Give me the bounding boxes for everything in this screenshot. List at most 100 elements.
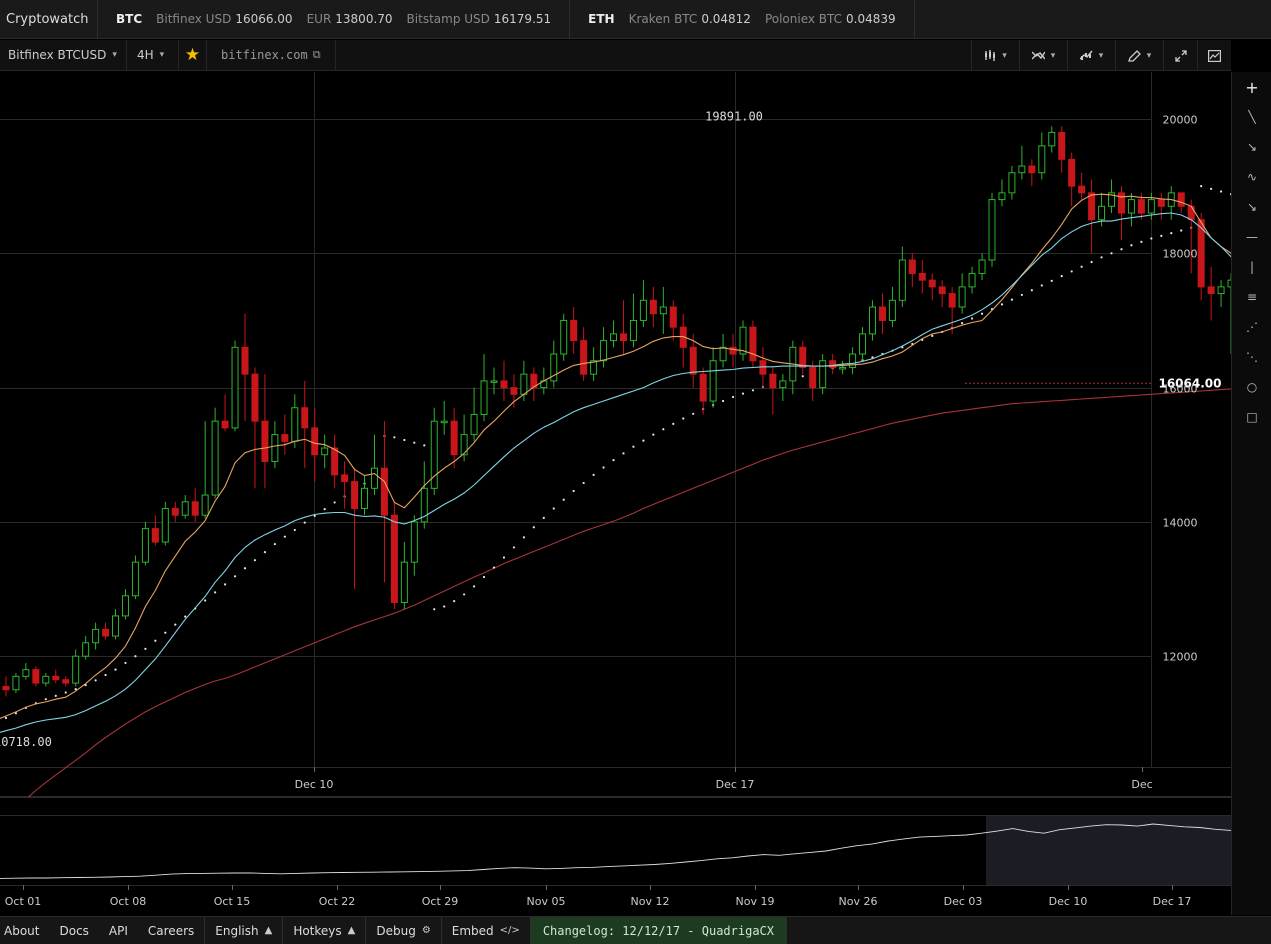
candle-down	[530, 373, 538, 389]
candle-down	[1137, 199, 1145, 214]
range-navigator[interactable]: Oct 01 Oct 08 Oct 15 Oct 22 Oct 29 Nov 05 Nov …	[0, 797, 1231, 915]
chart-type-button[interactable]: ▾	[971, 40, 1019, 71]
price-chart[interactable]: 19891.00 10718.00 16064.00 12000 14000 160…	[0, 72, 1231, 797]
candle-up	[659, 306, 667, 315]
ticker-group-eth[interactable]: ETH Kraken BTC 0.04812 Poloniex BTC 0.0483…	[570, 0, 915, 39]
sar-dot	[1229, 193, 1231, 196]
ticker-market[interactable]: EUR 13800.70	[307, 12, 393, 26]
ray-icon[interactable]: ↘	[1246, 140, 1258, 154]
candle-down	[799, 346, 807, 368]
ticker-market[interactable]: Kraken BTC 0.04812	[629, 12, 751, 26]
y-tick-label: 14000	[1163, 517, 1198, 530]
ticker-market[interactable]: Bitstamp USD 16179.51	[407, 12, 552, 26]
embed-label: Embed	[451, 923, 494, 938]
candle-up	[361, 487, 369, 509]
sar-dot	[751, 389, 755, 392]
arrow-icon[interactable]: ↘	[1246, 200, 1258, 214]
favorite-star-icon[interactable]: ★	[179, 39, 207, 71]
embed-button[interactable]: Embed </>	[440, 916, 530, 944]
sar-dot	[931, 334, 934, 337]
candle-down	[102, 628, 110, 637]
candle-down	[311, 427, 319, 456]
ticker-group-btc[interactable]: BTC Bitfinex USD 16066.00 EUR 13800.70 Bit…	[98, 0, 571, 39]
period-selector[interactable]: 4H ▾	[127, 39, 179, 71]
market-selector[interactable]: Bitfinex BTCUSD ▾	[0, 39, 127, 71]
sar-dot	[970, 317, 974, 320]
about-link[interactable]: About	[4, 923, 40, 938]
api-link[interactable]: API	[108, 923, 128, 938]
gann-fan-icon[interactable]: ⋱	[1246, 350, 1258, 364]
sar-dot	[114, 668, 117, 671]
navigator-price-line	[0, 823, 1231, 879]
sar-dot	[1080, 265, 1083, 268]
debug-label: Debug	[376, 923, 416, 938]
horizontal-line-icon[interactable]: —	[1246, 230, 1258, 244]
candle-up	[420, 487, 428, 523]
sar-dot	[64, 691, 67, 694]
parallel-lines-icon[interactable]: ≡	[1246, 290, 1258, 304]
navigator-tick-label: Nov 19	[736, 895, 775, 908]
sar-dot	[1160, 234, 1163, 237]
candle-down	[2, 685, 10, 691]
indicators-button[interactable]: ▾	[1019, 40, 1067, 71]
sar-dot	[622, 452, 625, 455]
candle-down	[510, 387, 518, 395]
ticker-market[interactable]: Bitfinex USD 16066.00	[156, 12, 292, 26]
debug-button[interactable]: Debug ⚙	[365, 916, 440, 944]
sar-dot	[1170, 232, 1173, 235]
sma-long-line	[27, 388, 1231, 797]
candle-down	[649, 299, 657, 315]
sar-dot	[682, 417, 685, 420]
sar-dot	[253, 559, 257, 562]
navigator-tick-label: Oct 01	[5, 895, 42, 908]
candle-down	[769, 373, 777, 389]
app-logo[interactable]: Cryptowatch	[0, 0, 98, 39]
chevron-down-icon: ▾	[1050, 50, 1056, 61]
overlays-button[interactable]: ▾	[1067, 40, 1115, 71]
hotkeys-button[interactable]: Hotkeys ▲	[282, 916, 365, 944]
fullscreen-button[interactable]	[1163, 40, 1197, 71]
sar-dot	[1090, 260, 1093, 264]
curve-icon[interactable]: ∿	[1246, 170, 1258, 184]
language-selector[interactable]: English ▲	[204, 916, 282, 944]
sar-dot	[1130, 244, 1133, 247]
vertical-line-icon[interactable]: |	[1249, 260, 1255, 274]
candle-up	[1008, 172, 1016, 194]
sar-dot	[214, 591, 217, 594]
crosshair-icon[interactable]: +	[1245, 77, 1259, 97]
sar-dot	[652, 433, 655, 436]
candle-down	[251, 373, 259, 422]
drawing-button[interactable]: ▾	[1115, 40, 1163, 71]
sar-dot	[1030, 289, 1033, 292]
circle-icon[interactable]: ○	[1246, 380, 1258, 394]
ticker-market[interactable]: Poloniex BTC 0.04839	[765, 12, 896, 26]
candle-down	[301, 407, 309, 429]
candle-down	[281, 434, 289, 442]
docs-link[interactable]: Docs	[59, 923, 89, 938]
line-icon[interactable]: ╲	[1248, 110, 1256, 124]
rectangle-icon[interactable]: □	[1246, 410, 1258, 424]
candle-down	[829, 360, 837, 368]
candle-down	[191, 501, 199, 516]
candle-up	[1048, 131, 1056, 147]
sar-dot	[134, 655, 137, 658]
navigator-selection[interactable]	[986, 816, 1231, 885]
exchange-link[interactable]: bitfinex.com ⧉	[207, 39, 336, 71]
overlays-icon	[1079, 50, 1093, 60]
careers-link[interactable]: Careers	[147, 923, 195, 938]
candle-down	[570, 319, 578, 342]
candle-down	[948, 293, 956, 308]
candle-up	[1127, 199, 1135, 214]
candle-down	[171, 507, 179, 516]
sar-dot	[1180, 229, 1183, 232]
candle-down	[1117, 192, 1125, 214]
fib-fan-icon[interactable]: ⋰	[1246, 320, 1258, 334]
sar-dot	[1210, 187, 1213, 190]
candle-up	[520, 373, 528, 395]
sar-dot	[263, 551, 267, 554]
screenshot-button[interactable]	[1197, 40, 1231, 71]
candle-up	[719, 346, 727, 362]
changelog-link[interactable]: Changelog: 12/12/17 - QuadrigaCX	[529, 916, 787, 944]
y-tick-label: 12000	[1163, 651, 1198, 664]
sar-dot	[423, 444, 426, 447]
